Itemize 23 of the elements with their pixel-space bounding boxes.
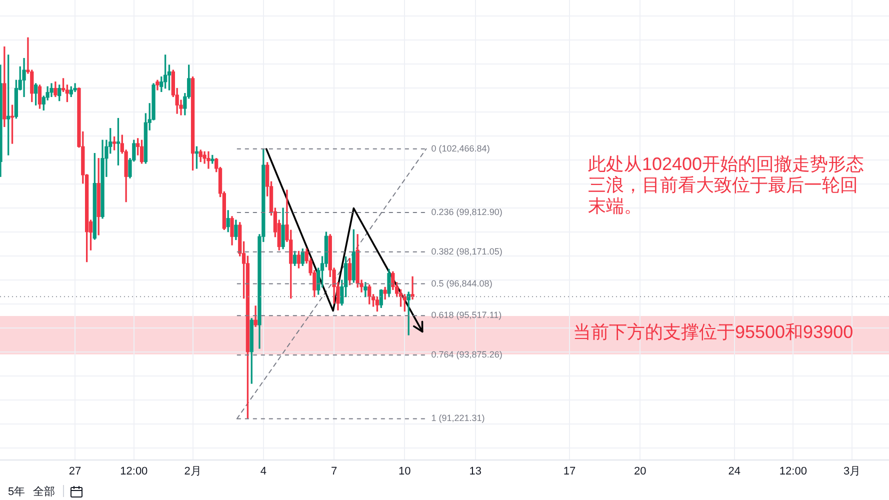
x-tick-label: 17 xyxy=(563,466,576,478)
text: 全部 xyxy=(33,484,56,498)
x-tick-label: 24 xyxy=(728,466,740,478)
x-tick-label: 7 xyxy=(330,466,338,478)
ref-line-label: 0.382 (98,171.05) xyxy=(431,246,502,256)
annotation: 当前下方的支撑位于95500和93900 xyxy=(573,322,854,343)
x-tick-label: 20 xyxy=(634,466,646,478)
ref-line-label: 0.764 (93,875.26) xyxy=(431,349,502,360)
annotation: 此处从102400开始的回撤走势形态三浪，目前看大致位于最后一轮回末端。 xyxy=(588,154,866,217)
x-tick-label: 3月 xyxy=(843,466,861,478)
ref-line-label: 0.236 (99,812.90) xyxy=(431,207,502,218)
ref-line-label: 0.5 (96,844.08) xyxy=(431,278,492,288)
ref-line-label: 0 (102,466.84) xyxy=(431,143,490,154)
text: 5年 xyxy=(8,484,26,498)
x-tick-label: 10 xyxy=(398,466,411,478)
x-tick-label: 12:00 xyxy=(779,466,807,478)
ref-line-label: 0.618 (95,517.11) xyxy=(431,310,502,320)
x-tick-label: 4 xyxy=(260,466,266,478)
x-tick-label: 12:00 xyxy=(120,466,148,478)
ref-line-label: 1 (91,221.31) xyxy=(431,413,485,424)
x-tick-label: 2月 xyxy=(184,466,202,478)
x-tick-label: 27 xyxy=(68,466,82,478)
x-tick-label: 13 xyxy=(469,466,482,478)
